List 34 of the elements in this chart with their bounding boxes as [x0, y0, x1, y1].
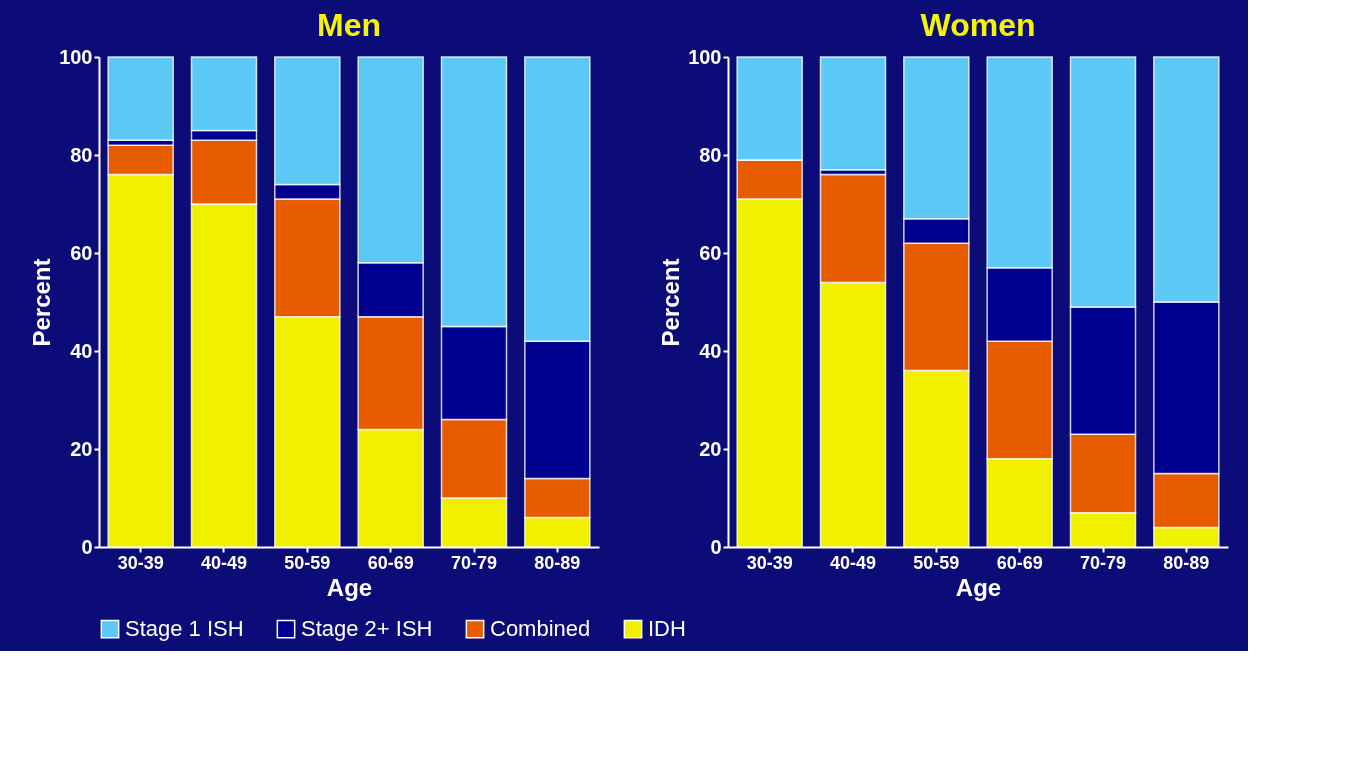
- x-axis-title: Age: [955, 573, 1002, 601]
- y-tick-label: 40: [699, 339, 722, 362]
- legend-label: IDH: [648, 616, 686, 642]
- x-tick-label: 60-69: [367, 552, 414, 573]
- chart-title: Women: [920, 7, 1036, 43]
- y-tick-label: 0: [81, 535, 93, 558]
- x-axis-title: Age: [326, 573, 373, 601]
- x-tick-label: 60-69: [996, 552, 1043, 573]
- x-tick-label: 70-79: [1079, 552, 1127, 573]
- y-tick-label: 60: [699, 241, 722, 264]
- x-tick-label: 80-89: [534, 552, 581, 573]
- x-tick-label: 30-39: [117, 552, 164, 573]
- x-tick-label: 40-49: [829, 552, 877, 573]
- legend-label: Stage 1 ISH: [125, 616, 244, 642]
- x-tick-label: 50-59: [913, 552, 960, 573]
- chart-title: Men: [317, 7, 381, 43]
- x-tick-label: 70-79: [450, 552, 498, 573]
- legend-label: Stage 2+ ISH: [301, 616, 433, 642]
- legend-label: Combined: [490, 616, 591, 642]
- x-tick-label: 40-49: [200, 552, 248, 573]
- x-tick-label: 30-39: [746, 552, 793, 573]
- x-tick-label: 50-59: [284, 552, 331, 573]
- x-tick-label: 80-89: [1163, 552, 1210, 573]
- y-tick-label: 80: [699, 143, 722, 166]
- y-tick-label: 20: [70, 437, 93, 460]
- y-axis-title: Percent: [657, 258, 685, 347]
- y-tick-label: 80: [70, 143, 93, 166]
- y-tick-label: 60: [70, 241, 93, 264]
- y-axis-title: Percent: [28, 258, 56, 347]
- y-tick-label: 40: [70, 339, 93, 362]
- y-tick-label: 100: [688, 45, 722, 68]
- y-tick-label: 100: [59, 45, 93, 68]
- y-tick-label: 20: [699, 437, 722, 460]
- y-tick-label: 0: [710, 535, 722, 558]
